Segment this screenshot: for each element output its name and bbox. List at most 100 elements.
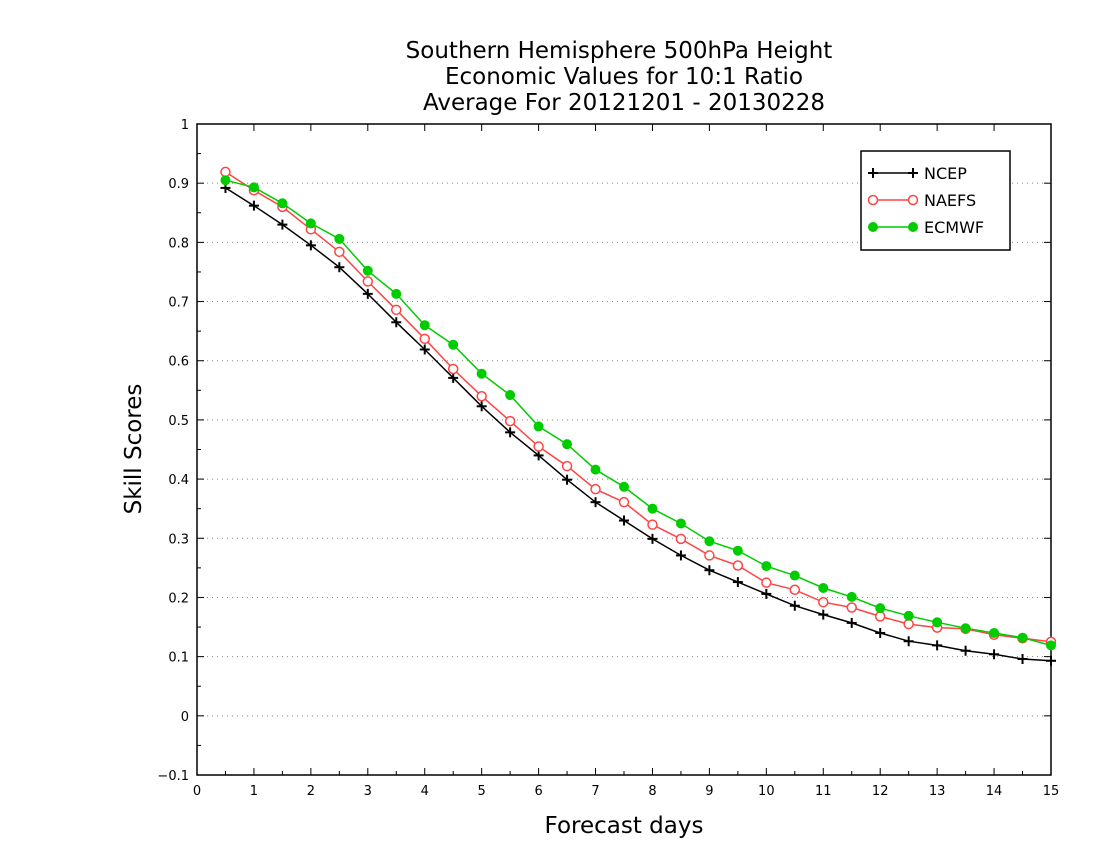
y-tick-label: 0.2 <box>168 591 189 606</box>
ncep-point <box>761 588 772 599</box>
ncep-point <box>932 640 943 651</box>
y-tick-label: 0.1 <box>168 651 189 666</box>
naefs-point <box>874 611 886 622</box>
series-ecmwf <box>220 175 1056 651</box>
ecmwf-point <box>732 545 743 556</box>
ncep-point <box>505 427 516 438</box>
ecmwf-point <box>846 591 857 602</box>
naefs-point <box>220 166 231 178</box>
chart-title: Southern Hemisphere 500hPa Height Econom… <box>406 38 833 116</box>
x-tick-label: 5 <box>478 784 486 799</box>
title-line-3: Average For 20121201 - 20130228 <box>423 90 825 116</box>
x-tick-label: 7 <box>591 784 599 799</box>
ecmwf-point <box>960 623 971 634</box>
ncep-line <box>225 187 1052 662</box>
naefs-point <box>675 533 687 545</box>
ncep-point <box>960 645 971 656</box>
ncep-point <box>619 515 629 526</box>
naefs-point <box>391 304 402 316</box>
y-tick-label: 0.8 <box>168 236 189 251</box>
x-axis-label: Forecast days <box>545 813 704 839</box>
naefs-point <box>476 390 487 402</box>
y-tick-label: −0.1 <box>157 769 189 784</box>
y-tick-label: 0.3 <box>168 532 189 547</box>
ncep-point <box>533 450 544 461</box>
naefs-point <box>362 276 374 287</box>
ncep-point <box>818 609 829 620</box>
naefs-point <box>761 577 772 588</box>
ecmwf-point <box>1046 640 1056 651</box>
ecmwf-point <box>505 390 516 401</box>
x-axis-ticks: 0 1 2 3 4 5 6 7 8 9 10 11 12 13 14 15 <box>193 124 1059 799</box>
ecmwf-point <box>619 481 629 492</box>
ncep-point <box>789 600 800 611</box>
ncep-point <box>248 200 259 211</box>
naefs-point <box>334 246 345 258</box>
x-tick-label: 4 <box>421 784 429 799</box>
naefs-point <box>704 550 715 561</box>
ecmwf-point <box>305 218 316 229</box>
x-tick-label: 2 <box>307 784 315 799</box>
y-axis-ticks: −0.1 0 0.1 0.2 0.3 0.4 0.5 0.6 0.7 0.8 0.9 1 <box>157 118 1051 784</box>
ncep-point <box>391 317 402 328</box>
naefs-point <box>903 618 914 630</box>
x-tick-label: 8 <box>648 784 656 799</box>
x-tick-label: 11 <box>815 784 832 799</box>
ecmwf-point <box>989 627 1000 638</box>
ecmwf-point <box>647 503 658 514</box>
ncep-point <box>562 474 573 485</box>
ecmwf-point <box>277 198 288 209</box>
title-line-1: Southern Hemisphere 500hPa Height <box>406 38 833 64</box>
naefs-point <box>533 441 544 452</box>
naefs-point <box>504 415 516 427</box>
ecmwf-point <box>903 610 914 621</box>
legend-label-ncep: NCEP <box>924 164 967 183</box>
legend-item-ecmwf: ECMWF <box>868 218 984 237</box>
x-tick-label: 3 <box>364 784 372 799</box>
ncep-point <box>277 219 288 230</box>
series <box>220 166 1057 666</box>
legend-marker-ecmwf <box>868 222 878 232</box>
ncep-point <box>846 617 857 628</box>
ncep-point <box>1017 654 1028 665</box>
y-tick-label: 0.7 <box>168 296 189 311</box>
naefs-point <box>590 483 601 495</box>
legend-marker-ncep <box>908 168 918 178</box>
legend-item-ncep: NCEP <box>868 164 967 183</box>
naefs-point <box>846 602 857 613</box>
grid <box>197 182 1051 717</box>
ncep-point <box>590 497 601 508</box>
naefs-point <box>818 596 829 608</box>
title-line-2: Economic Values for 10:1 Ratio <box>445 64 803 90</box>
naefs-point <box>447 363 459 375</box>
ecmwf-point <box>675 518 686 529</box>
ncep-point <box>989 649 1000 660</box>
ncep-point <box>305 240 316 251</box>
x-tick-label: 12 <box>872 784 889 799</box>
ecmwf-point <box>248 182 259 193</box>
ncep-point <box>732 577 743 588</box>
ecmwf-point <box>362 265 373 276</box>
ecmwf-point <box>476 368 487 379</box>
naefs-point <box>647 519 658 530</box>
y-tick-label: 0.6 <box>168 355 189 370</box>
ncep-point <box>903 636 914 647</box>
ecmwf-point <box>875 603 886 614</box>
ecmwf-point <box>448 339 459 350</box>
ncep-point <box>362 288 373 299</box>
ncep-point <box>675 550 686 561</box>
x-tick-label: 10 <box>758 784 775 799</box>
ncep-point <box>1046 655 1056 666</box>
ecmwf-point <box>533 421 544 432</box>
x-tick-label: 1 <box>250 784 258 799</box>
ecmwf-point <box>932 617 943 628</box>
legend-marker-ecmwf <box>908 222 918 232</box>
naefs-point <box>419 333 430 345</box>
legend-item-naefs: NAEFS <box>867 191 976 210</box>
x-tick-label: 6 <box>534 784 542 799</box>
y-tick-label: 0.5 <box>168 414 189 429</box>
legend: NCEP NAEFS ECMWF <box>860 150 1011 251</box>
ecmwf-point <box>391 288 402 299</box>
